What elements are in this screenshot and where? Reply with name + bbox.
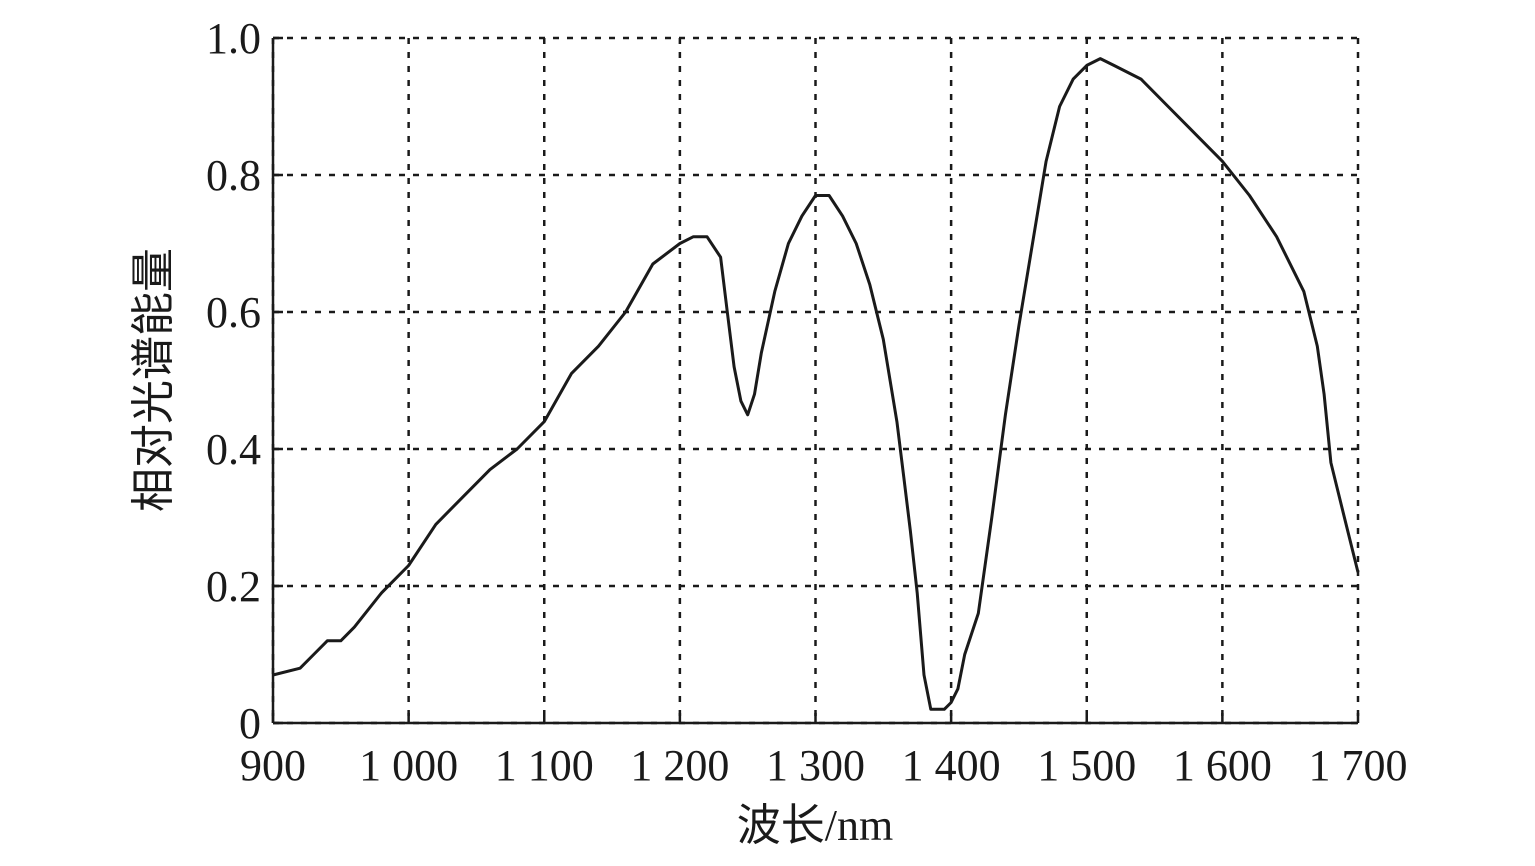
x-tick-label: 900 (240, 741, 306, 790)
x-tick-label: 1 100 (495, 741, 594, 790)
y-tick-label: 0 (239, 699, 261, 748)
x-tick-label: 1 700 (1309, 741, 1408, 790)
x-tick-label: 1 400 (902, 741, 1001, 790)
y-tick-label: 0.4 (206, 425, 261, 474)
y-tick-label: 0.2 (206, 562, 261, 611)
x-tick-label: 1 000 (359, 741, 458, 790)
y-tick-label: 1.0 (206, 14, 261, 63)
x-tick-label: 1 500 (1037, 741, 1136, 790)
y-tick-label: 0.8 (206, 151, 261, 200)
y-axis-label: 相对光谱能量 (129, 248, 178, 512)
x-tick-label: 1 200 (630, 741, 729, 790)
x-tick-label: 1 600 (1173, 741, 1272, 790)
x-axis-label: 波长/nm (737, 801, 893, 850)
y-tick-label: 0.6 (206, 288, 261, 337)
data-line (272, 57, 1360, 711)
x-tick-label: 1 300 (766, 741, 865, 790)
